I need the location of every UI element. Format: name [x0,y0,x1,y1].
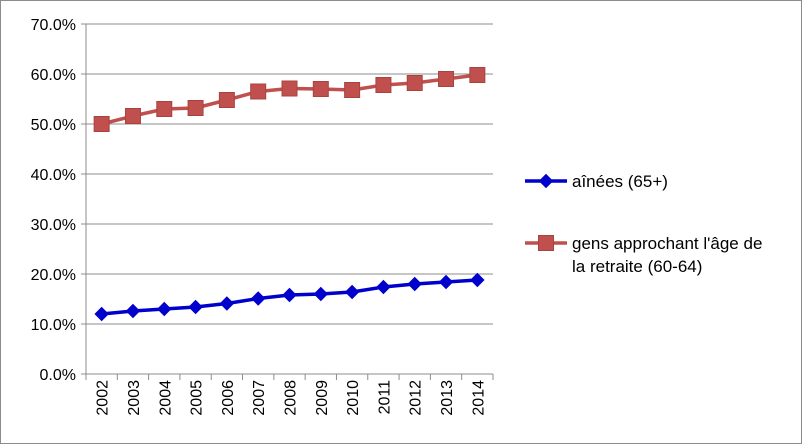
data-point [376,279,391,295]
x-tick-label: 2007 [251,380,268,416]
data-point [469,67,486,83]
data-point [438,274,454,290]
y-tick-label: 60.0% [31,67,76,84]
series-0 [94,272,485,322]
data-point [438,71,455,87]
data-point [157,301,172,317]
data-point [219,296,235,311]
data-point [188,299,203,315]
y-tick-label: 20.0% [31,267,76,284]
legend-entry-0: aînées (65+) [525,172,668,191]
x-tick-label: 2008 [283,380,300,416]
x-tick-label: 2011 [376,380,393,415]
data-point [312,81,329,97]
y-tick-label: 0.0% [40,367,76,384]
data-point [156,101,173,117]
data-point [344,82,361,98]
legend-label: aînées (65+) [572,172,668,191]
x-tick-label: 2003 [126,380,143,416]
data-point [407,276,422,292]
legend-entry-1: gens approchant l'âge de la retraite (60-… [525,234,762,276]
y-tick-label: 40.0% [31,167,76,184]
legend-marker [538,173,554,189]
x-tick-label: 2012 [408,380,425,416]
y-tick-label: 10.0% [31,317,76,334]
data-point [344,284,360,300]
x-tick-label: 2006 [220,380,237,416]
x-tick-label: 2004 [157,380,174,416]
gridlines [86,23,493,325]
data-point [250,291,266,306]
data-point [282,287,297,303]
legend-label: gens approchant l'âge de [572,234,762,253]
x-tick-label: 2005 [189,380,206,416]
y-tick-label: 50.0% [31,117,76,134]
series-group [93,67,486,322]
axes [81,23,494,380]
x-axis-ticks: 2002 2003 2004 2005 2006 2007 2008 2009 2010 2011… [95,380,488,416]
data-point [125,303,141,319]
y-tick-label: 30.0% [31,217,76,234]
data-point [93,116,110,132]
y-tick-label: 70.0% [31,17,76,34]
legend-marker [538,235,554,251]
data-point [281,80,298,97]
legend: aînées (65+) gens approchant l'âge de la r… [525,172,762,276]
data-point [406,75,423,91]
legend-label: la retraite (60-64) [572,257,702,276]
x-tick-label: 2009 [314,380,331,416]
x-tick-label: 2013 [439,380,456,416]
data-point [470,272,485,288]
data-point [94,306,109,322]
x-tick-label: 2002 [95,380,112,416]
x-tick-label: 2010 [345,380,362,416]
data-point [250,83,267,100]
data-point [187,100,204,116]
series-1 [93,67,486,132]
data-point [375,77,392,93]
y-axis-ticks: 0.0% 10.0% 20.0% 30.0% 40.0% 50.0% 60.0% 70.0% [31,17,76,384]
data-point [218,92,235,108]
x-tick-label: 2014 [470,380,487,416]
data-point [124,108,141,124]
data-point [313,286,329,302]
